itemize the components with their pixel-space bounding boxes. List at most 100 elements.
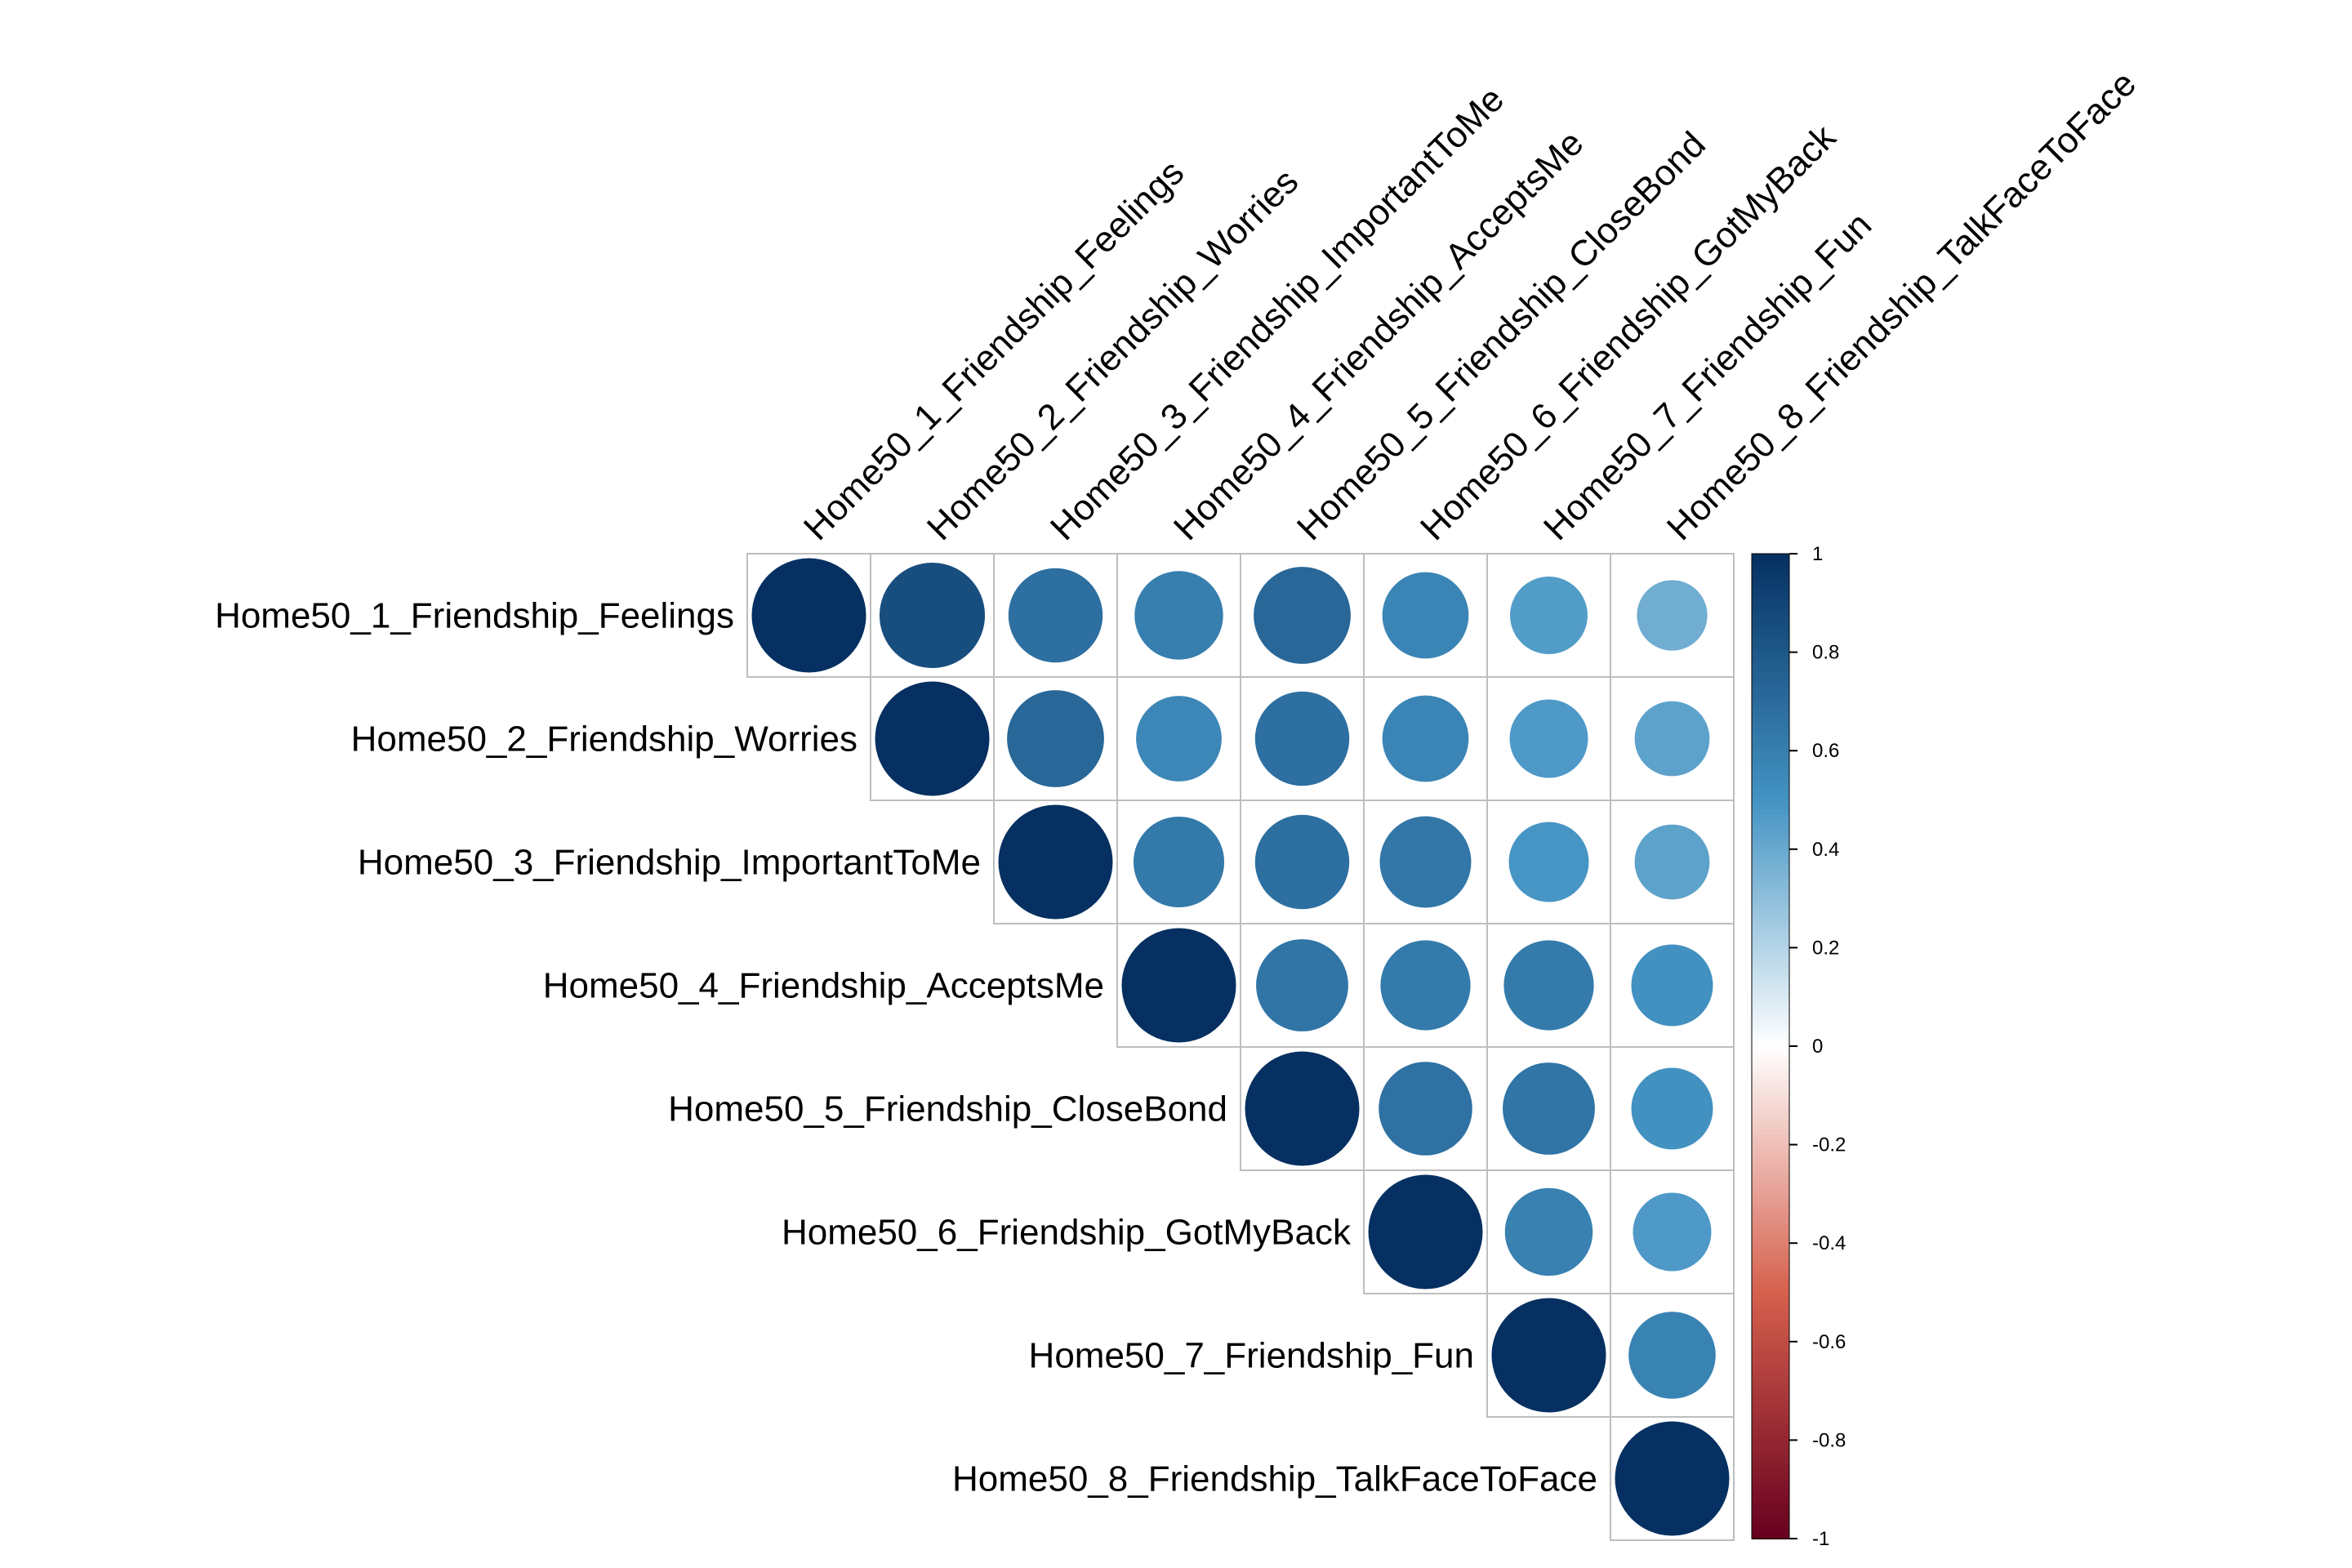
colorbar-segment: [1752, 928, 1789, 934]
correlation-circle: [1503, 1062, 1595, 1155]
row-label: Home50_4_Friendship_AcceptsMe: [543, 966, 1104, 1006]
colorbar-segment: [1752, 1518, 1789, 1525]
colorbar-segment: [1752, 676, 1789, 683]
colorbar-segment: [1752, 632, 1789, 639]
colorbar-segment: [1752, 987, 1789, 993]
correlation-circle: [1634, 824, 1710, 900]
colorbar-segment: [1752, 696, 1789, 702]
colorbar-segment: [1752, 1489, 1789, 1495]
colorbar-segment: [1752, 977, 1789, 983]
colorbar-segment: [1752, 1120, 1789, 1126]
colorbar-segment: [1752, 1351, 1789, 1357]
correlation-circle: [879, 562, 986, 669]
correlation-circle: [751, 558, 866, 673]
colorbar-segment: [1752, 647, 1789, 653]
correlation-circle: [1007, 690, 1104, 787]
colorbar-segment: [1752, 1223, 1789, 1230]
colorbar-segment: [1752, 564, 1789, 570]
colorbar-segment: [1752, 746, 1789, 752]
colorbar-segment: [1752, 982, 1789, 988]
colorbar-segment: [1752, 1040, 1789, 1047]
colorbar-segment: [1752, 1214, 1789, 1220]
colorbar-segment: [1752, 913, 1789, 920]
colorbar-segment: [1752, 908, 1789, 915]
colorbar-segment: [1752, 736, 1789, 742]
row-label: Home50_5_Friendship_CloseBond: [668, 1089, 1227, 1129]
colorbar-segment: [1752, 1356, 1789, 1362]
colorbar-segment: [1752, 1292, 1789, 1298]
row-label: Home50_2_Friendship_Worries: [351, 719, 858, 760]
correlation-circle: [1254, 814, 1350, 910]
colorbar-segment: [1752, 1134, 1789, 1141]
colorbar-segment: [1752, 1282, 1789, 1289]
colorbar-segment: [1752, 681, 1789, 688]
colorbar-segment: [1752, 741, 1789, 747]
colorbar-segment: [1752, 1528, 1789, 1535]
colorbar-segment: [1752, 603, 1789, 609]
colorbar-segment: [1752, 765, 1789, 772]
colorbar-segment: [1752, 1405, 1789, 1412]
colorbar-segment: [1752, 1410, 1789, 1417]
colorbar-segment: [1752, 1479, 1789, 1486]
colorbar-segment: [1752, 898, 1789, 905]
correlation-circle: [1628, 1312, 1716, 1399]
correlation-circle: [1508, 822, 1589, 902]
colorbar-segment: [1752, 573, 1789, 580]
colorbar-segment: [1752, 652, 1789, 658]
matrix-grid: [746, 553, 1735, 1541]
colorbar-segment: [1752, 809, 1789, 816]
colorbar-segment: [1752, 938, 1789, 944]
correlation-circle: [1134, 571, 1223, 660]
colorbar-segment: [1752, 1183, 1789, 1190]
correlation-circle: [1382, 695, 1469, 782]
correlation-circle: [1503, 940, 1594, 1031]
colorbar-segment: [1752, 1154, 1789, 1160]
colorbar-segment: [1752, 824, 1789, 831]
colorbar-segment: [1752, 858, 1789, 865]
correlation-circle: [1504, 1187, 1593, 1276]
colorbar-segment: [1752, 1435, 1789, 1441]
colorbar-segment: [1752, 1006, 1789, 1013]
colorbar-segment: [1752, 1430, 1789, 1437]
correlation-circle: [998, 804, 1113, 920]
row-label: Home50_7_Friendship_Fun: [1029, 1336, 1474, 1376]
colorbar-tick-label: 1: [1812, 543, 1823, 565]
colorbar-segment: [1752, 1248, 1789, 1254]
colorbar-segment: [1752, 612, 1789, 619]
colorbar-segment: [1752, 686, 1789, 693]
colorbar-segment: [1752, 637, 1789, 644]
colorbar-segment: [1752, 1302, 1789, 1308]
colorbar-segment: [1752, 775, 1789, 782]
colorbar-segment: [1752, 1401, 1789, 1407]
colorbar-segment: [1752, 1450, 1789, 1456]
colorbar-tick-label: -0.2: [1812, 1134, 1846, 1156]
colorbar-segment: [1752, 1110, 1789, 1116]
colorbar-segment: [1752, 1464, 1789, 1471]
correlation-circle: [1382, 572, 1469, 659]
correlation-circle: [1510, 577, 1588, 654]
colorbar-segment: [1752, 819, 1789, 826]
matrix-cell: [1610, 1416, 1735, 1541]
colorbar-segment: [1752, 1076, 1789, 1082]
colorbar-segment: [1752, 559, 1789, 565]
colorbar-segment: [1752, 844, 1789, 850]
colorbar-segment: [1752, 691, 1789, 697]
correlation-circle: [1379, 1062, 1472, 1156]
colorbar-segment: [1752, 1129, 1789, 1136]
colorbar-segment: [1752, 1533, 1789, 1539]
colorbar-segment: [1752, 642, 1789, 648]
colorbar-segment: [1752, 662, 1789, 668]
colorbar-segment: [1752, 1277, 1789, 1284]
correlation-circle: [1254, 567, 1351, 664]
colorbar-segment: [1752, 1228, 1789, 1235]
colorbar-segment: [1752, 952, 1789, 959]
colorbar-segment: [1752, 1085, 1789, 1092]
colorbar-segment: [1752, 1391, 1789, 1397]
colorbar-segment: [1752, 1115, 1789, 1121]
colorbar-segment: [1752, 1445, 1789, 1451]
colorbar-segment: [1752, 1386, 1789, 1392]
correlation-circle: [1121, 928, 1236, 1043]
colorbar-segment: [1752, 868, 1789, 875]
colorbar-segment: [1752, 583, 1789, 590]
colorbar-segment: [1752, 617, 1789, 624]
